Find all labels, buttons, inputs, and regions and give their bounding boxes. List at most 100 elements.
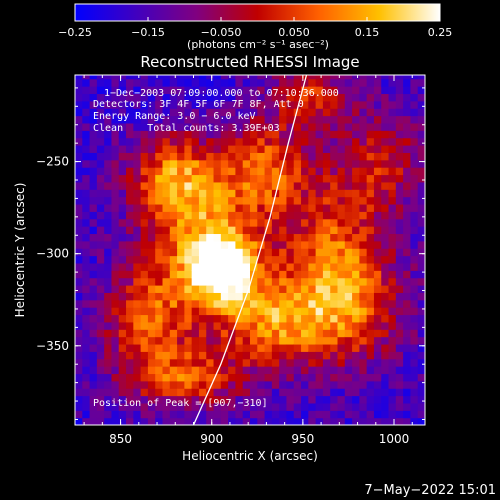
heatmap-cell — [417, 86, 425, 95]
heatmap-cell — [235, 130, 244, 139]
heatmap-cell — [75, 226, 83, 235]
heatmap-cell — [96, 240, 105, 249]
heatmap-cell — [337, 262, 346, 271]
heatmap-cell — [337, 373, 346, 382]
heatmap-cell — [155, 343, 164, 352]
heatmap-cell — [75, 351, 83, 360]
heatmap-cell — [177, 321, 185, 330]
heatmap-cell — [155, 255, 164, 264]
heatmap-cell — [220, 292, 229, 301]
heatmap-cell — [337, 137, 346, 146]
heatmap-cell — [147, 78, 156, 87]
heatmap-cell — [155, 410, 164, 419]
heatmap-cell — [417, 196, 425, 205]
heatmap-cell — [381, 351, 390, 360]
heatmap-cell — [286, 307, 295, 316]
heatmap-cell — [322, 122, 331, 131]
heatmap-cell — [344, 292, 353, 301]
heatmap-cell — [381, 329, 390, 338]
heatmap-cell — [322, 366, 331, 375]
heatmap-cell — [344, 255, 353, 264]
heatmap-cell — [403, 78, 412, 87]
heatmap-cell — [228, 262, 237, 271]
heatmap-cell — [381, 108, 390, 117]
heatmap-cell — [322, 115, 331, 124]
heatmap-cell — [133, 86, 142, 95]
heatmap-cell — [206, 248, 215, 257]
heatmap-cell — [147, 410, 156, 419]
heatmap-cell — [147, 100, 156, 109]
heatmap-cell — [96, 78, 105, 87]
heatmap-cell — [82, 321, 91, 330]
heatmap-cell — [417, 417, 425, 425]
heatmap-cell — [133, 218, 142, 227]
heatmap-cell — [82, 329, 91, 338]
heatmap-cell — [388, 115, 397, 124]
plot-area: 850 900 950 1000−250−300−350 — [36, 74, 426, 446]
heatmap-cell — [89, 402, 98, 411]
heatmap-cell — [126, 329, 134, 338]
heatmap-cell — [213, 181, 222, 190]
heatmap-cell — [322, 226, 331, 235]
heatmap-cell — [388, 380, 397, 389]
heatmap-cell — [271, 211, 280, 220]
colorbar-tick-label: 0.050 — [278, 26, 310, 39]
heatmap-cell — [75, 233, 83, 242]
heatmap-cell — [301, 314, 309, 323]
heatmap-cell — [111, 159, 120, 168]
heatmap-cell — [133, 351, 142, 360]
heatmap-cell — [403, 75, 412, 80]
heatmap-cell — [308, 329, 317, 338]
heatmap-cell — [191, 108, 200, 117]
heatmap-cell — [235, 366, 244, 375]
heatmap-cell — [257, 137, 266, 146]
heatmap-cell — [330, 262, 339, 271]
heatmap-cell — [352, 86, 360, 95]
heatmap-cell — [359, 189, 368, 198]
heatmap-cell — [104, 262, 113, 271]
heatmap-cell — [330, 78, 339, 87]
heatmap-cell — [264, 329, 273, 338]
heatmap-cell — [177, 145, 185, 153]
heatmap-cell — [279, 410, 288, 419]
heatmap-cell — [279, 93, 288, 102]
heatmap-cell — [344, 351, 353, 360]
heatmap-cell — [366, 395, 375, 404]
heatmap-cell — [257, 233, 266, 242]
heatmap-cell — [250, 189, 258, 198]
heatmap-cell — [140, 203, 149, 212]
heatmap-cell — [271, 307, 280, 316]
heatmap-cell — [301, 366, 309, 375]
heatmap-cell — [286, 218, 295, 227]
heatmap-cell — [395, 189, 404, 198]
heatmap-cell — [118, 336, 127, 345]
heatmap-cell — [147, 255, 156, 264]
heatmap-cell — [169, 395, 178, 404]
heatmap-cell — [322, 270, 331, 279]
heatmap-cell — [155, 137, 164, 146]
heatmap-cell — [293, 174, 302, 183]
heatmap-cell — [155, 336, 164, 345]
heatmap-cell — [308, 292, 317, 301]
heatmap-cell — [104, 366, 113, 375]
heatmap-cell — [403, 307, 412, 316]
heatmap-cell — [213, 233, 222, 242]
heatmap-cell — [301, 115, 309, 124]
heatmap-cell — [155, 314, 164, 323]
heatmap-cell — [242, 211, 251, 220]
heatmap-cell — [169, 75, 178, 80]
heatmap-cell — [169, 189, 178, 198]
heatmap-cell — [75, 174, 83, 183]
heatmap-cell — [271, 218, 280, 227]
heatmap-cell — [184, 343, 193, 352]
heatmap-cell — [169, 366, 178, 375]
heatmap-cell — [191, 159, 200, 168]
heatmap-cell — [104, 292, 113, 301]
heatmap-cell — [395, 86, 404, 95]
heatmap-cell — [118, 189, 127, 198]
heatmap-cell — [82, 174, 91, 183]
heatmap-cell — [228, 108, 237, 117]
heatmap-cell — [359, 262, 368, 271]
heatmap-cell — [242, 233, 251, 242]
heatmap-cell — [140, 292, 149, 301]
